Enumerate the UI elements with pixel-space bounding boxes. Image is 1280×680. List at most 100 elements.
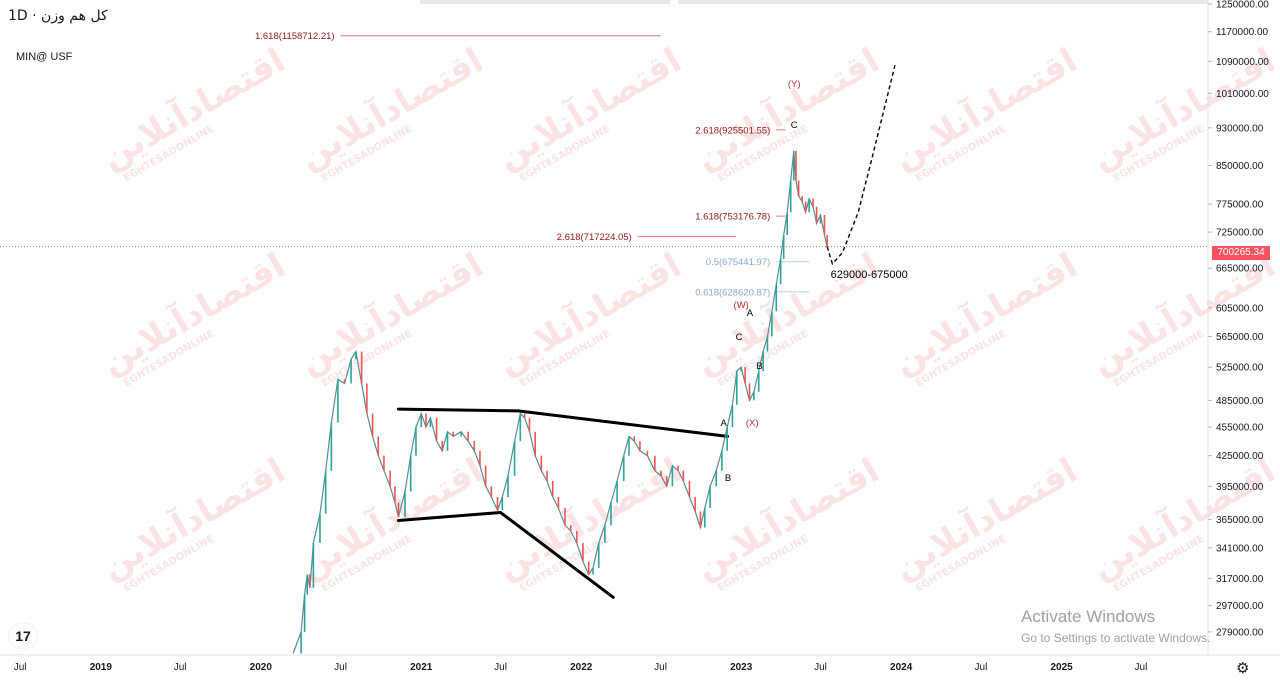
trendlines	[396, 407, 730, 599]
y-tick-label: 395000.00	[1216, 482, 1264, 493]
watermark-text: اقتصادآنلاین	[94, 244, 293, 383]
x-tick-label: Jul	[174, 662, 187, 673]
x-tick-label: 2024	[890, 662, 913, 673]
fib-label: 2.618(717224.05)	[557, 232, 632, 243]
last-price-tag: 700265.34	[1212, 246, 1270, 260]
y-tick-label: 525000.00	[1216, 363, 1264, 374]
trendline	[396, 407, 520, 413]
x-tick-label: 2022	[570, 662, 593, 673]
trendline	[396, 511, 503, 523]
wave-label: C	[736, 332, 743, 343]
watermark-text: اقتصادآنلاین	[292, 244, 491, 383]
watermark-text: اقتصادآنلاین	[94, 39, 293, 178]
watermark-text: اقتصادآنلاین	[688, 449, 887, 588]
wave-label: (Y)	[788, 79, 801, 90]
x-tick-label: Jul	[654, 662, 667, 673]
x-tick-label: Jul	[494, 662, 507, 673]
y-tick-label: 1010000.00	[1216, 89, 1269, 100]
x-tick-label: Jul	[334, 662, 347, 673]
trendline	[516, 409, 730, 438]
x-tick-label: 2020	[250, 662, 273, 673]
x-tick-label: 2025	[1050, 662, 1073, 673]
fibonacci-levels: 1.618(1158712.21) 2.618(925501.55) 1.618(7…	[255, 31, 810, 298]
projected-path	[826, 65, 896, 266]
watermark-text: اقتصادآنلاین	[292, 449, 491, 588]
top-toolbar-edge	[678, 0, 1208, 4]
y-tick-label: 775000.00	[1216, 200, 1264, 211]
x-tick-label: 2021	[410, 662, 433, 673]
watermark-text: اقتصادآنلاین	[886, 449, 1085, 588]
watermark-text: اقتصادآنلاین	[886, 244, 1085, 383]
y-tick-label: 850000.00	[1216, 161, 1264, 172]
y-tick-label: 279000.00	[1216, 627, 1264, 638]
price-series	[292, 65, 896, 654]
chart-title: کل هم وزن · 1D	[8, 8, 108, 24]
y-tick-label: 425000.00	[1216, 451, 1264, 462]
watermark-text: اقتصادآنلاین	[688, 39, 887, 178]
x-tick-label: Jul	[814, 662, 827, 673]
fib-label: 1.618(753176.78)	[695, 212, 770, 223]
y-tick-label: 341000.00	[1216, 543, 1264, 554]
wave-label: (W)	[734, 300, 749, 311]
y-tick-label: 605000.00	[1216, 303, 1264, 314]
x-tick-label: Jul	[14, 662, 27, 673]
activation-subtitle: Go to Settings to activate Windows.	[1021, 631, 1211, 645]
x-tick-label: Jul	[1135, 662, 1148, 673]
wave-label: C	[791, 120, 798, 131]
wave-label: B	[725, 473, 731, 484]
symbol-label: MIN@ USF	[16, 51, 73, 63]
wave-label: (X)	[746, 418, 759, 429]
target-range-annotation: 629000-675000	[831, 269, 908, 281]
y-tick-label: 365000.00	[1216, 515, 1264, 526]
y-tick-label: 1250000.00	[1216, 0, 1269, 11]
watermark-text: اقتصادآنلاین	[94, 449, 293, 588]
y-tick-label: 725000.00	[1216, 228, 1264, 239]
watermark-text: اقتصادآنلاین	[886, 39, 1085, 178]
watermark-text: اقتصادآنلاین	[490, 39, 689, 178]
trendline	[499, 511, 615, 599]
fib-label: 2.618(925501.55)	[695, 125, 770, 136]
watermark-text: اقتصادآنلاین	[292, 39, 491, 178]
x-tick-label: Jul	[975, 662, 988, 673]
windows-activation-notice: Activate Windows Go to Settings to activ…	[1021, 607, 1210, 645]
wave-label: B	[756, 361, 762, 372]
wave-label: A	[720, 418, 727, 429]
x-tick-label: 2023	[730, 662, 753, 673]
y-tick-label: 1090000.00	[1216, 57, 1269, 68]
x-tick-label: 2019	[90, 662, 113, 673]
y-tick-label: 1170000.00	[1216, 27, 1269, 38]
fib-label: 0.618(628620.87)	[695, 287, 770, 298]
top-toolbar-edge	[420, 0, 670, 4]
gear-icon[interactable]: ⚙	[1236, 659, 1250, 677]
fib-label: 1.618(1158712.21)	[255, 31, 335, 42]
y-tick-label: 297000.00	[1216, 601, 1264, 612]
watermark-text: اقتصادآنلاین	[490, 244, 689, 383]
y-tick-label: 485000.00	[1216, 396, 1264, 407]
y-tick-label: 565000.00	[1216, 332, 1264, 343]
tradingview-logo[interactable]: 17	[9, 624, 37, 648]
activation-title: Activate Windows	[1021, 607, 1156, 626]
y-tick-label: 455000.00	[1216, 423, 1264, 434]
y-tick-label: 317000.00	[1216, 574, 1264, 585]
fib-label: 0.5(675441.97)	[706, 257, 770, 268]
y-tick-label: 665000.00	[1216, 264, 1264, 275]
